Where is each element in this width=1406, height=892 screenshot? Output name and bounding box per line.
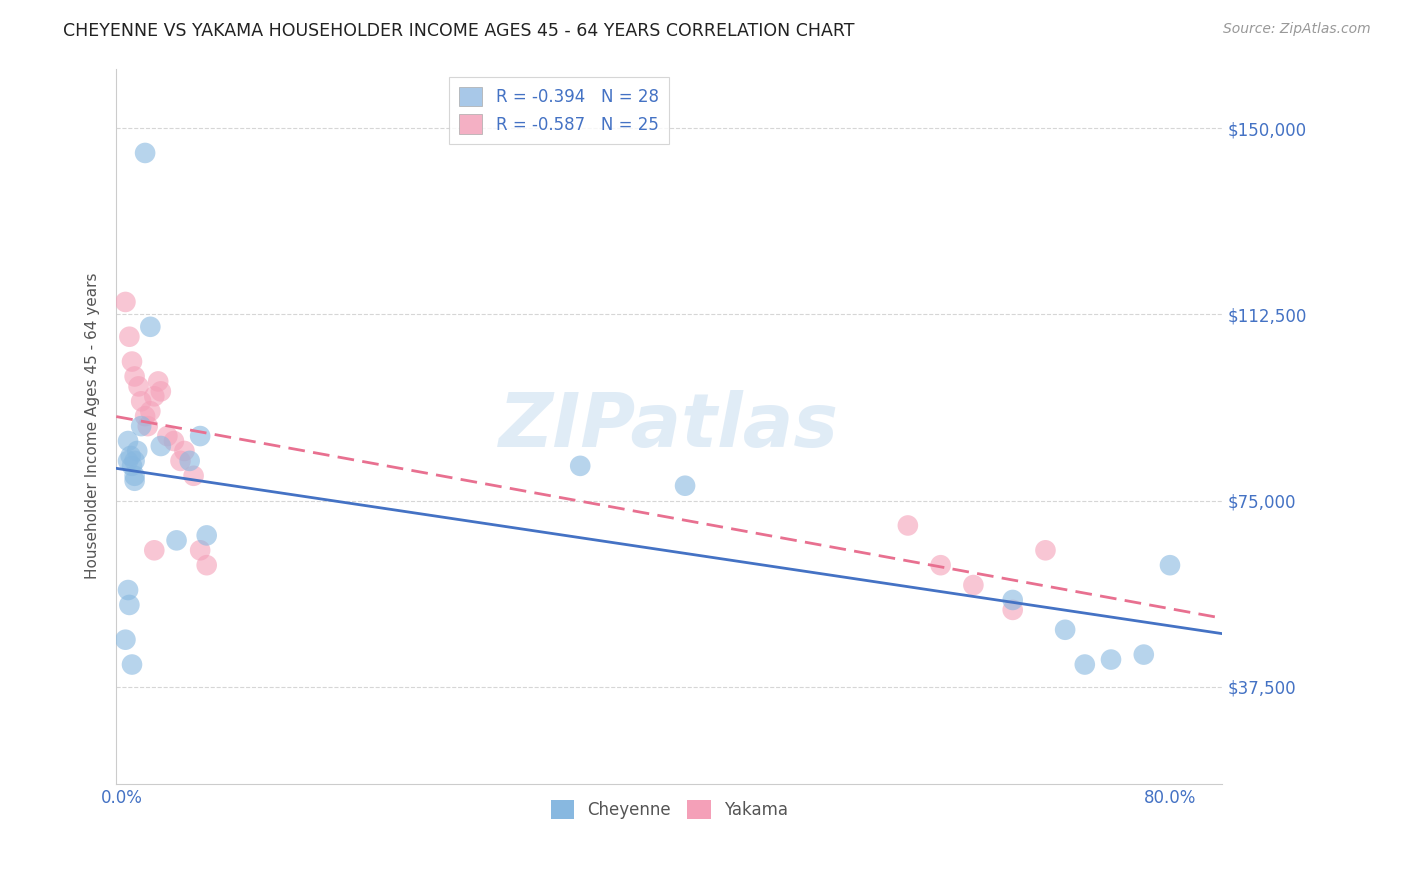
Point xyxy=(114,632,136,647)
Point xyxy=(1001,603,1024,617)
Point xyxy=(134,145,156,160)
Point xyxy=(143,543,166,558)
Point xyxy=(118,329,141,343)
Point xyxy=(1074,657,1097,672)
Point xyxy=(188,429,211,443)
Point xyxy=(121,458,143,473)
Point xyxy=(124,369,146,384)
Point xyxy=(139,319,162,334)
Point xyxy=(117,454,139,468)
Point xyxy=(1054,623,1077,637)
Point xyxy=(962,578,984,592)
Point xyxy=(569,458,592,473)
Point xyxy=(134,409,156,424)
Point xyxy=(163,434,186,448)
Y-axis label: Householder Income Ages 45 - 64 years: Householder Income Ages 45 - 64 years xyxy=(86,273,100,580)
Point xyxy=(166,533,188,548)
Point xyxy=(1159,558,1181,573)
Point xyxy=(1132,648,1154,662)
Point xyxy=(143,389,166,403)
Point xyxy=(121,354,143,368)
Point xyxy=(149,439,172,453)
Point xyxy=(129,419,152,434)
Point xyxy=(149,384,172,399)
Point xyxy=(128,379,150,393)
Point xyxy=(127,444,149,458)
Point xyxy=(897,518,920,533)
Point xyxy=(136,419,159,434)
Point xyxy=(121,657,143,672)
Point xyxy=(183,468,205,483)
Point xyxy=(1099,652,1122,666)
Point xyxy=(120,449,142,463)
Point xyxy=(179,454,201,468)
Point xyxy=(124,474,146,488)
Point xyxy=(124,468,146,483)
Point xyxy=(156,429,179,443)
Text: Source: ZipAtlas.com: Source: ZipAtlas.com xyxy=(1223,22,1371,37)
Point xyxy=(169,454,191,468)
Point xyxy=(118,598,141,612)
Point xyxy=(1001,593,1024,607)
Point xyxy=(129,394,152,409)
Point xyxy=(114,295,136,310)
Point xyxy=(929,558,952,573)
Point xyxy=(195,528,218,542)
Point xyxy=(188,543,211,558)
Text: ZIPatlas: ZIPatlas xyxy=(499,390,839,463)
Point xyxy=(124,454,146,468)
Point xyxy=(673,479,696,493)
Point xyxy=(117,434,139,448)
Point xyxy=(173,444,195,458)
Point xyxy=(117,582,139,597)
Point xyxy=(195,558,218,573)
Point xyxy=(139,404,162,418)
Legend: Cheyenne, Yakama: Cheyenne, Yakama xyxy=(544,793,794,825)
Text: CHEYENNE VS YAKAMA HOUSEHOLDER INCOME AGES 45 - 64 YEARS CORRELATION CHART: CHEYENNE VS YAKAMA HOUSEHOLDER INCOME AG… xyxy=(63,22,855,40)
Point xyxy=(1035,543,1057,558)
Point xyxy=(148,375,170,389)
